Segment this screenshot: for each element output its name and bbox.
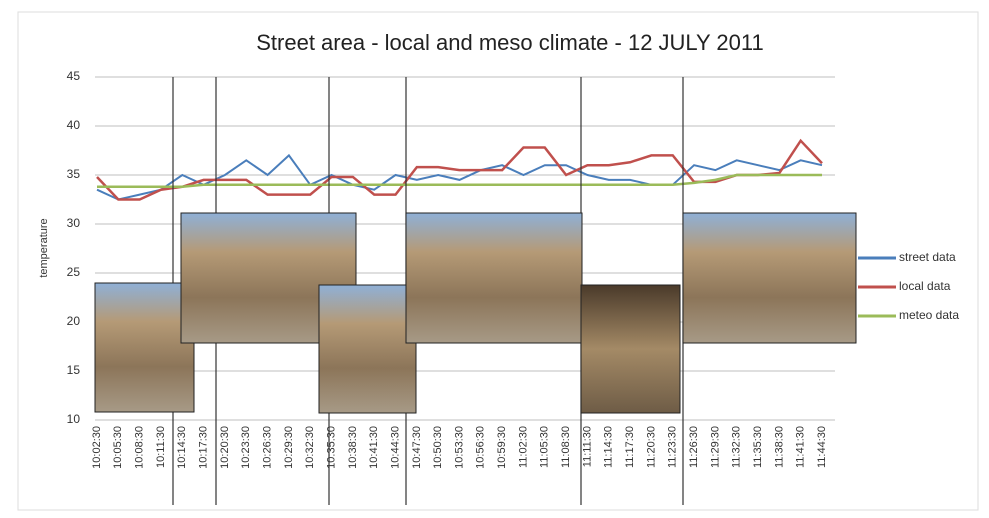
x-tick-label: 11:35:30 [752, 426, 764, 468]
chart-title: Street area - local and meso climate - 1… [256, 30, 763, 55]
x-tick-label: 11:02:30 [517, 426, 529, 468]
x-tick-label: 11:08:30 [560, 426, 572, 468]
x-tick-label: 10:41:30 [368, 426, 380, 469]
y-tick-label: 35 [67, 167, 81, 181]
photo [318, 284, 417, 414]
x-tick-label: 10:05:30 [112, 426, 124, 469]
x-tick-label: 11:11:30 [581, 426, 593, 467]
x-tick-label: 10:32:30 [304, 426, 316, 469]
x-tick-label: 10:38:30 [347, 426, 359, 469]
y-tick-label: 20 [67, 314, 81, 328]
x-tick-label: 11:14:30 [603, 426, 615, 468]
x-tick-label: 11:05:30 [539, 426, 551, 468]
y-tick-label: 15 [67, 363, 81, 377]
x-tick-label: 10:26:30 [261, 426, 273, 469]
legend-label: street data [899, 250, 956, 264]
x-tick-label: 11:29:30 [709, 426, 721, 468]
photos [94, 212, 857, 414]
photo [580, 284, 681, 414]
series-line [97, 173, 822, 189]
y-tick-label: 10 [67, 412, 81, 426]
x-tick-label: 11:32:30 [731, 426, 743, 468]
photo [682, 212, 857, 344]
x-tick-label: 11:38:30 [773, 426, 785, 468]
x-tick-label: 11:17:30 [624, 426, 636, 468]
x-tick-label: 10:08:30 [134, 426, 146, 469]
x-tick-label: 10:56:30 [475, 426, 487, 469]
x-tick-label: 10:17:30 [198, 426, 210, 469]
legend-label: local data [899, 279, 951, 293]
x-tick-label: 10:11:30 [155, 426, 167, 468]
y-axis-label: temperature [38, 218, 50, 277]
x-tick-label: 11:41:30 [795, 426, 807, 468]
legend-label: meteo data [899, 308, 959, 322]
y-tick-label: 30 [67, 216, 81, 230]
x-tick-label: 11:20:30 [645, 426, 657, 468]
x-tick-label: 10:23:30 [240, 426, 252, 469]
x-tick-label: 10:02:30 [91, 426, 103, 469]
photo [405, 212, 583, 344]
x-tick-label: 10:59:30 [496, 426, 508, 469]
x-tick-label: 11:26:30 [688, 426, 700, 468]
x-tick-label: 10:53:30 [453, 426, 465, 469]
photo [94, 282, 195, 413]
x-tick-label: 10:44:30 [389, 426, 401, 469]
legend: street data local data meteo data [858, 250, 959, 322]
x-tick-label: 10:29:30 [283, 426, 295, 469]
x-tick-label: 11:44:30 [816, 426, 828, 468]
x-tick-label: 10:47:30 [411, 426, 423, 469]
series-line [96, 153, 823, 201]
y-tick-label: 25 [67, 265, 81, 279]
y-tick-label: 40 [67, 118, 81, 132]
chart-frame [17, 11, 979, 511]
x-tick-label: 10:14:30 [176, 426, 188, 469]
y-tick-label: 45 [67, 69, 81, 83]
x-tick-label: 10:50:30 [432, 426, 444, 469]
x-tick-label: 10:35:30 [325, 426, 337, 469]
x-tick-label: 10:20:30 [219, 426, 231, 469]
x-tick-label: 11:23:30 [667, 426, 679, 468]
